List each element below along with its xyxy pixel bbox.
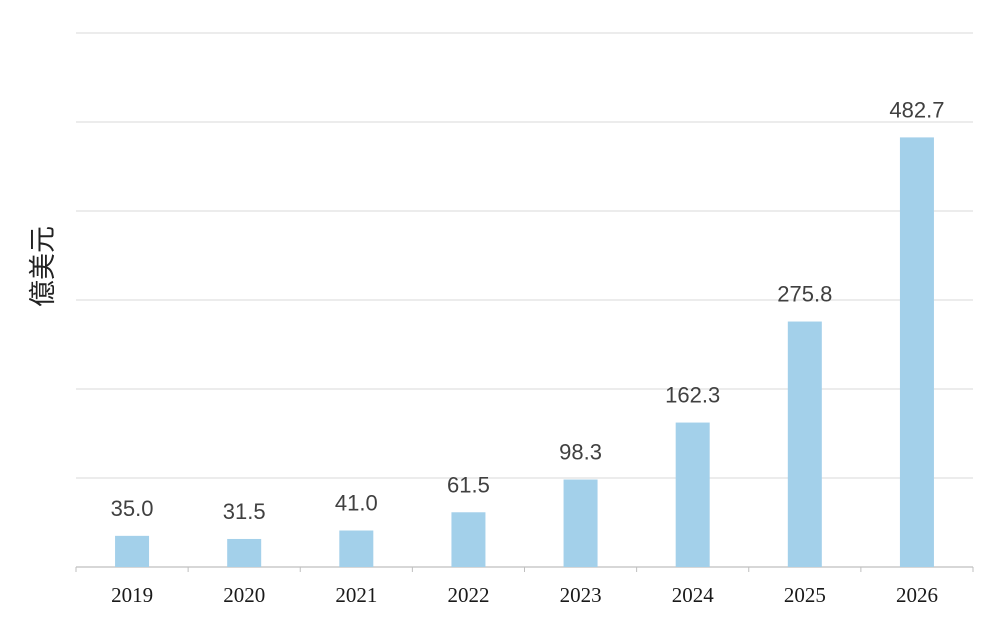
data-label-2022: 61.5: [447, 472, 490, 497]
bar-2019: [115, 535, 150, 567]
data-label-2021: 41.0: [335, 491, 378, 516]
data-label-2024: 162.3: [665, 383, 720, 408]
x-tick-label-2020: 2020: [223, 583, 265, 607]
y-axis-label: 億美元: [22, 206, 59, 326]
bar-2021: [339, 530, 374, 567]
data-label-2026: 482.7: [889, 97, 944, 122]
bar-2022: [451, 512, 486, 567]
data-label-2025: 275.8: [777, 282, 832, 307]
x-tick-label-2026: 2026: [896, 583, 938, 607]
x-tick-label-2025: 2025: [784, 583, 826, 607]
x-tick-label-2024: 2024: [672, 583, 715, 607]
bar-2026: [899, 137, 934, 567]
x-tick-label-2019: 2019: [111, 583, 153, 607]
bar-2025: [787, 321, 822, 567]
x-tick-label-2022: 2022: [447, 583, 489, 607]
y-axis-label-text: 億美元: [27, 225, 59, 307]
data-label-2020: 31.5: [223, 499, 266, 524]
x-tick-label-2021: 2021: [335, 583, 377, 607]
bar-2020: [227, 538, 262, 567]
bar-2024: [675, 422, 710, 567]
data-label-2019: 35.0: [111, 496, 154, 521]
bar-2023: [563, 479, 598, 567]
data-label-2023: 98.3: [559, 440, 602, 465]
x-tick-label-2023: 2023: [560, 583, 602, 607]
